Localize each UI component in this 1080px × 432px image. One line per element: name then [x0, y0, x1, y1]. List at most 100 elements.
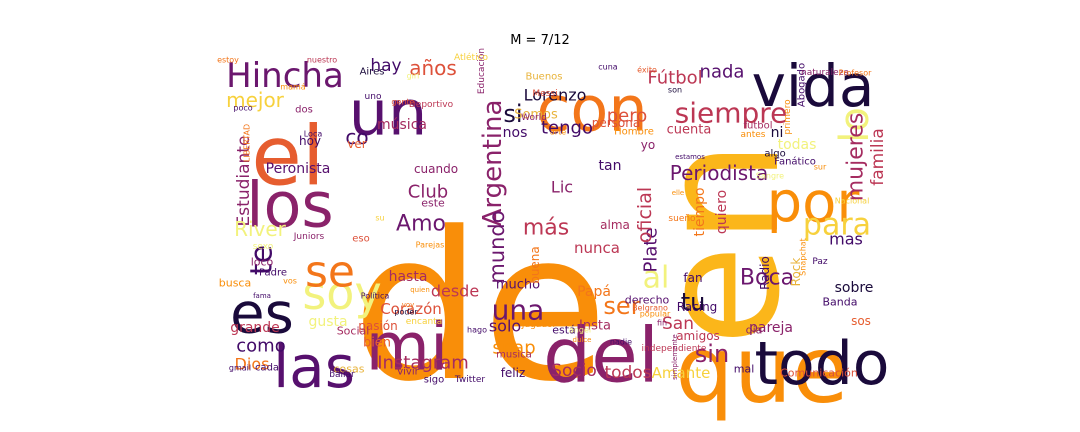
word-girl: girl	[407, 72, 420, 81]
word-pasion: pasión	[358, 319, 398, 333]
word-vida: vida	[752, 52, 875, 120]
word-que: que	[675, 317, 848, 424]
word-uno: uno	[365, 92, 382, 102]
word-sueno: sueño	[668, 214, 696, 224]
word-alma: alma	[600, 218, 630, 232]
word-exito: éxito	[637, 65, 657, 75]
word-jugador: Jugador	[521, 320, 557, 330]
word-aires: Aires	[360, 67, 385, 78]
word-dos: dos	[295, 105, 313, 116]
word-lic: Lic	[551, 178, 573, 197]
word-soy: soy	[302, 266, 381, 320]
word-siempre: siempre	[675, 97, 788, 130]
word-estudiante: Estudiante	[234, 136, 254, 227]
word-abogado: Abogado	[797, 63, 808, 107]
word-el: el	[251, 110, 324, 205]
word-mama: mamá	[280, 83, 305, 92]
word-profesor: Profesor	[839, 69, 872, 78]
word-derecho: derecho	[625, 294, 670, 307]
word-mundo: mundo	[485, 210, 509, 283]
word-para: para	[803, 208, 871, 243]
word-los: los	[246, 169, 333, 242]
word-mas: más	[523, 216, 569, 241]
word-ni: ni	[771, 125, 784, 141]
word-nuestro: nuestro	[307, 56, 337, 65]
word-arte: arte	[550, 128, 566, 137]
word-hombre: Hombre	[614, 127, 654, 138]
word-persona: persona	[592, 116, 641, 130]
word-somos: Somos	[514, 108, 558, 123]
word-algo: algo	[764, 149, 785, 160]
word-gusta: gusta	[308, 314, 347, 330]
word-son: son	[668, 86, 682, 95]
word-racing: Racing	[677, 300, 718, 314]
word-pareja: pareja	[749, 320, 793, 336]
word-hago: hago	[467, 326, 487, 335]
word-twitter: Twitter	[454, 375, 485, 385]
word-rock: Rock	[789, 258, 803, 287]
word-world: World	[521, 113, 547, 123]
word-te: te	[245, 245, 280, 275]
word-voy: voy	[402, 301, 415, 309]
word-papa: Papá	[577, 284, 611, 300]
word-mujeres: mujeres	[844, 113, 869, 202]
word-musica: musica	[496, 350, 532, 361]
word-sangre: Sangre	[756, 172, 784, 181]
word-anos: años	[409, 56, 457, 80]
word-nada: nada	[700, 62, 745, 83]
word-elle: elle	[672, 189, 685, 197]
word-del: del	[543, 311, 659, 400]
word-bien: bien	[363, 336, 391, 351]
word-periodista: Periodista	[670, 161, 768, 185]
word-todo: todo	[754, 329, 889, 399]
word-hasta: hasta	[389, 269, 428, 285]
word-dulce: dulce	[573, 336, 592, 344]
word-buenos: Buenos	[525, 72, 562, 83]
word-todos: todos	[604, 363, 651, 383]
word-quien: quien	[410, 286, 430, 294]
word-bailar: bailar	[329, 370, 355, 380]
word-insta: Insta	[579, 319, 611, 334]
word-mejor: mejor	[226, 88, 285, 112]
word-dia: día	[746, 324, 763, 337]
word-tan: tan	[599, 158, 622, 174]
word-grande: grande	[230, 320, 280, 336]
word-river: River	[234, 217, 287, 241]
word-belgrano: Belgrano	[632, 304, 668, 313]
word-boca: Boca	[740, 266, 794, 291]
word-juniors: Juniors	[293, 232, 325, 242]
word-paz: Paz	[812, 257, 828, 267]
word-tiempo: tiempo	[692, 187, 708, 236]
word-una: una	[492, 294, 545, 327]
word-eso: eso	[352, 234, 369, 245]
word-socio: Socio	[551, 361, 597, 381]
word-amigos: amigos	[676, 329, 720, 343]
word-cuna: cuna	[598, 63, 618, 72]
word-san: San	[662, 314, 694, 334]
word-messi: Messi	[532, 89, 557, 99]
word-nacional: Nacional	[835, 197, 870, 206]
word-antes: antes	[741, 130, 766, 140]
word-buena: buena	[528, 246, 542, 284]
word-lo: lo	[832, 107, 878, 143]
word-fanatico: Fanático	[774, 156, 816, 168]
word-nos: nos	[503, 125, 528, 141]
word-lorenzo: Lorenzo	[524, 86, 587, 105]
word-nunca: nunca	[574, 239, 620, 257]
word-snap: snap	[492, 338, 535, 359]
word-al: al	[643, 261, 670, 296]
word-fama: fama	[253, 292, 271, 300]
word-todas: todas	[778, 137, 817, 153]
word-argentina: Argentina	[478, 100, 508, 227]
word-en: en	[624, 140, 816, 346]
chart-title: M = 7/12	[510, 33, 570, 48]
word-plate: Plate	[641, 227, 662, 272]
word-primero: primero	[783, 99, 793, 135]
word-quiero: quiero	[714, 190, 730, 234]
word-popular: popular	[640, 310, 671, 319]
word-angel: ángel	[569, 326, 591, 335]
word-independiente: independiente	[642, 344, 707, 354]
word-sur: sur	[814, 163, 827, 172]
word-futbol: Fútbol	[647, 68, 702, 89]
